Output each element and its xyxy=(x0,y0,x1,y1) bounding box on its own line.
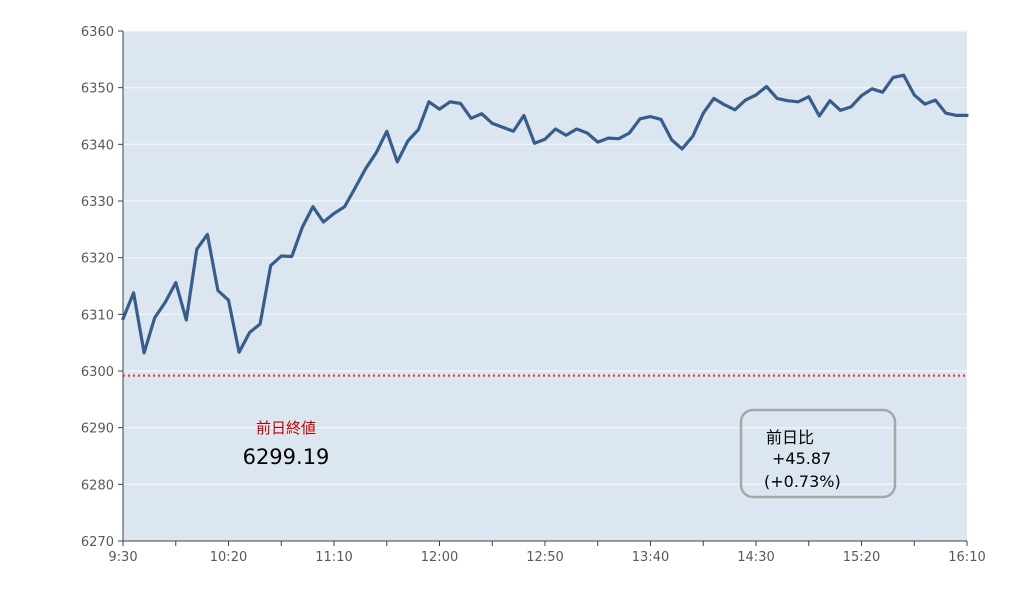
y-tick-label: 6310 xyxy=(81,308,114,323)
y-tick-label: 6270 xyxy=(81,535,114,550)
y-tick-label: 6290 xyxy=(81,422,114,437)
x-tick-label: 12:50 xyxy=(526,550,563,565)
change-box-frame xyxy=(739,408,897,499)
previous-close-value: 6299.19 xyxy=(243,445,330,469)
change-percent: (+0.73%) xyxy=(764,472,841,491)
price-line xyxy=(121,73,969,355)
x-tick-label: 13:40 xyxy=(632,550,669,565)
y-tick-label: 6350 xyxy=(81,82,114,97)
change-value: +45.87 xyxy=(772,449,831,468)
y-tick-label: 6280 xyxy=(81,478,114,493)
x-tick-label: 12:00 xyxy=(421,550,458,565)
x-tick-label: 10:20 xyxy=(210,550,247,565)
gridlines xyxy=(123,30,967,485)
y-tick-label: 6340 xyxy=(81,138,114,153)
change-box: 前日比 +45.87 (+0.73%) xyxy=(739,408,897,499)
x-tick-label: 11:10 xyxy=(315,550,352,565)
x-tick-label: 9:30 xyxy=(108,550,137,565)
previous-close-label: 前日終値 xyxy=(256,419,316,437)
change-label: 前日比 xyxy=(766,428,814,447)
y-tick-label: 6300 xyxy=(81,365,114,380)
y-tick-label: 6330 xyxy=(81,195,114,210)
y-tick-label: 6320 xyxy=(81,252,114,267)
plot-area xyxy=(123,31,967,541)
x-tick-label: 14:30 xyxy=(737,550,774,565)
y-tick-label: 6360 xyxy=(81,25,114,40)
tick-labels: 6270 6280 6290 6300 6310 6320 6330 6340 6350 6360… xyxy=(81,25,986,565)
axes xyxy=(118,30,968,546)
x-tick-label: 16:10 xyxy=(948,550,985,565)
x-tick-label: 15:20 xyxy=(843,550,880,565)
